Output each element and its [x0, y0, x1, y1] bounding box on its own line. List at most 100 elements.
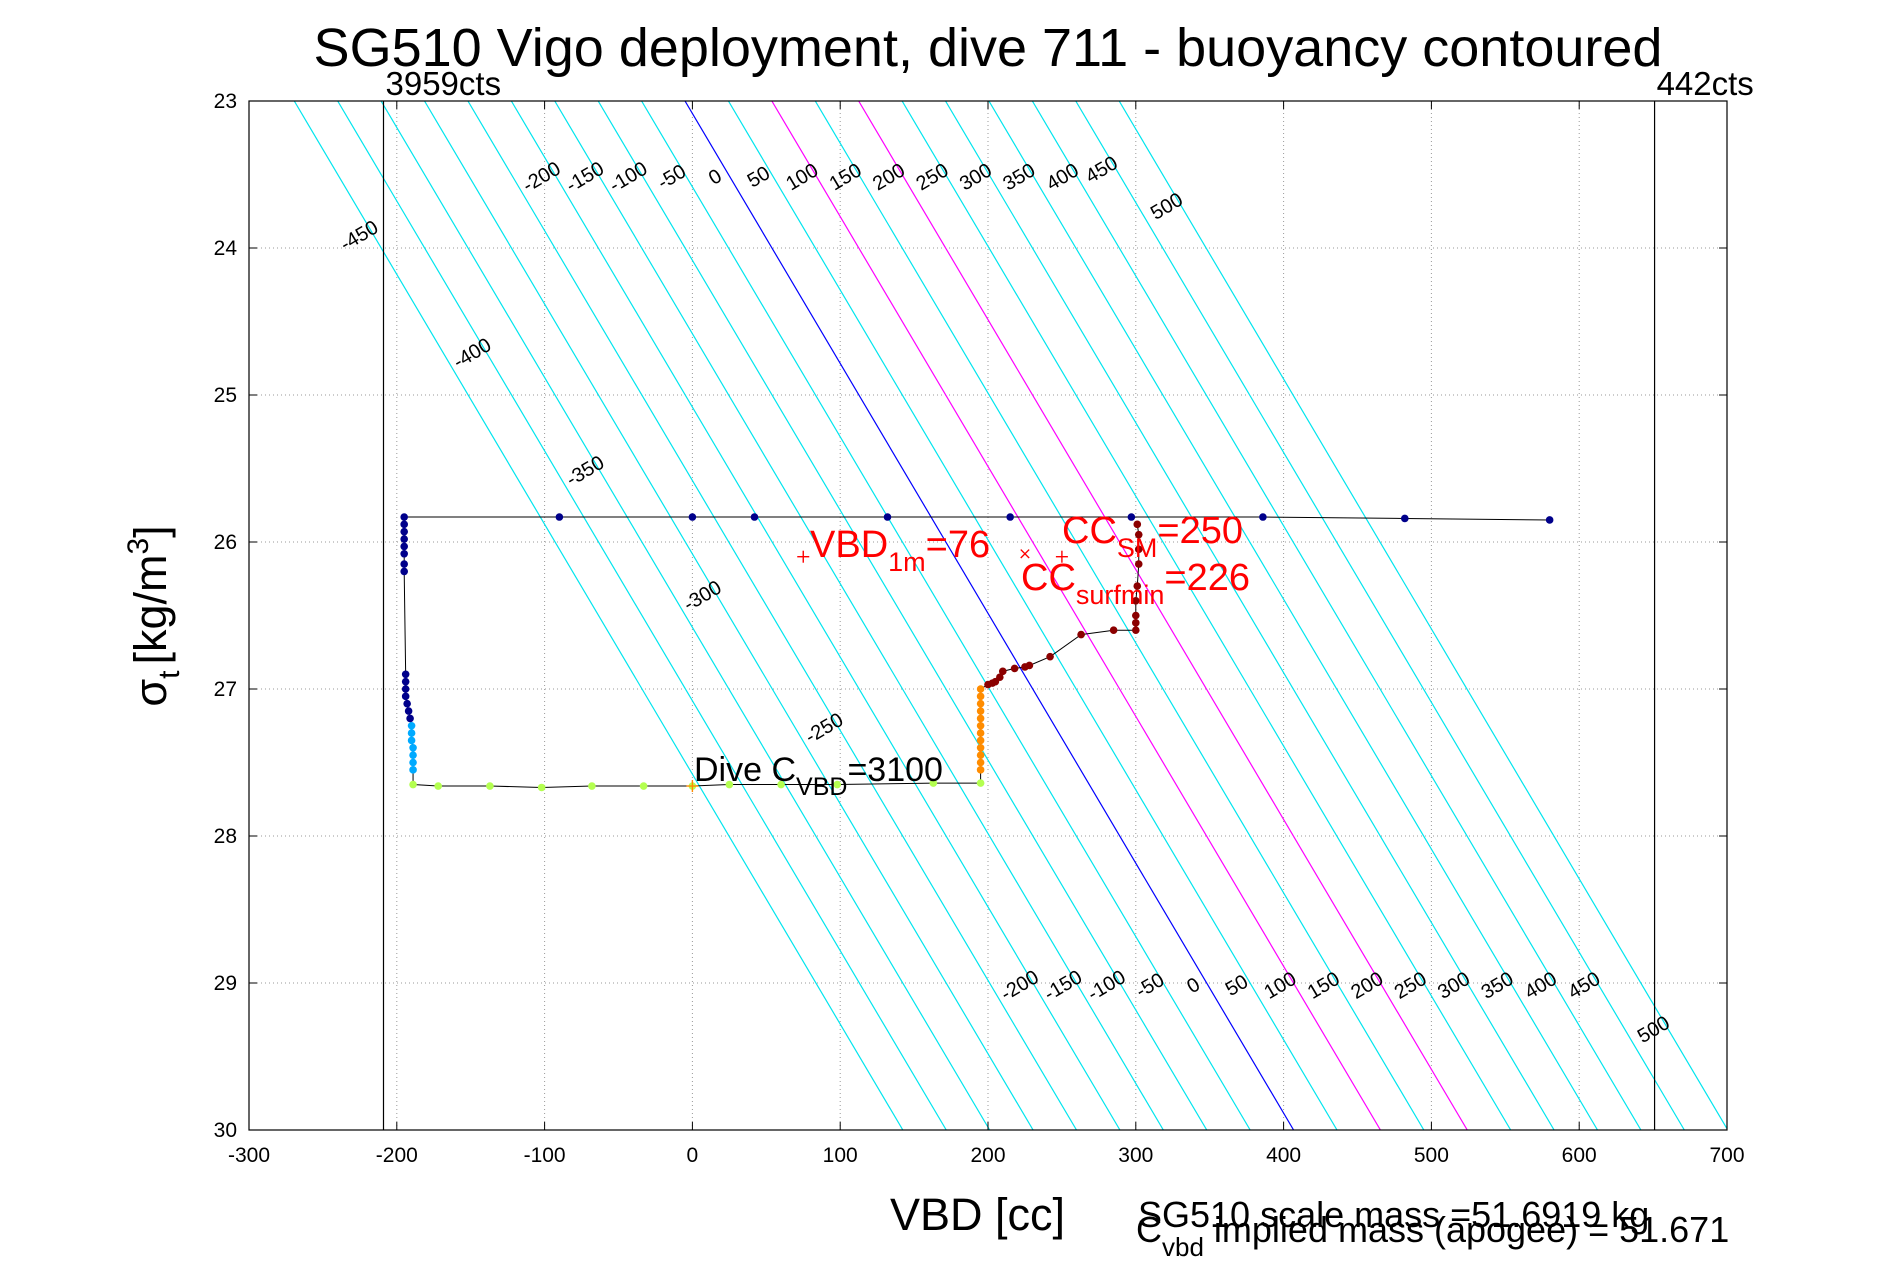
plot-area: [249, 101, 1727, 1130]
marker-plus: [1055, 550, 1068, 563]
data-point: [976, 736, 985, 745]
data-point: [976, 729, 985, 737]
data-point: [750, 513, 759, 521]
data-point: [1132, 597, 1140, 605]
data-point: [929, 779, 938, 787]
data-point: [1132, 619, 1140, 627]
data-point: [401, 685, 410, 693]
data-point: [833, 780, 842, 789]
contour-line-100: [771, 101, 1381, 1130]
data-point: [407, 721, 416, 730]
vbd-limit-label: 442cts: [1657, 65, 1754, 102]
data-point: [976, 714, 985, 723]
data-point: [400, 520, 408, 529]
data-point: [1134, 560, 1143, 568]
vbd-1m-annotation: VBD1m=76: [810, 524, 990, 577]
contour-line-300: [944, 101, 1555, 1130]
data-point: [1400, 514, 1409, 523]
data-point: [976, 751, 985, 759]
y-axis-ticks: 23 24 25 26 27 28 29 30: [214, 90, 1727, 1142]
x-tick-label: 700: [1709, 1144, 1744, 1167]
contour-line--200: [510, 101, 1121, 1130]
y-tick-label: 30: [214, 1119, 237, 1142]
y-tick-label: 26: [214, 531, 237, 554]
svg-text:σt[kg/m3]: σt[kg/m3]: [122, 525, 186, 706]
vbd-limit-label: 3959cts: [385, 65, 501, 102]
buoyancy-contours: [293, 101, 1727, 1130]
contour-line-0: [684, 101, 1295, 1130]
data-point: [400, 549, 408, 558]
data-point: [1010, 664, 1019, 673]
contour-line--400: [337, 101, 947, 1130]
contour-line-250: [901, 101, 1512, 1130]
data-point: [976, 758, 985, 767]
chart-title: SG510 Vigo deployment, dive 711 - buoyan…: [314, 18, 1663, 78]
contour-line-50: [727, 101, 1338, 1130]
marker-plus: [686, 780, 699, 793]
data-point: [400, 542, 408, 551]
contour-line-400: [1031, 101, 1642, 1130]
data-point: [688, 513, 697, 521]
contour-line-350: [988, 101, 1599, 1130]
contour-line-200: [858, 101, 1468, 1130]
vbd-limit-lines: 3959cts 442cts: [382, 65, 1754, 1130]
contour-line-150: [814, 101, 1425, 1130]
cc-surfmin-annotation: CCsurfmin=226: [1021, 557, 1250, 610]
contour-line-500: [1118, 101, 1727, 1130]
x-tick-label: -300: [228, 1144, 270, 1167]
y-tick-label: 24: [214, 237, 238, 260]
data-point: [555, 513, 564, 521]
data-point: [486, 782, 494, 790]
reference-markers: [686, 549, 1068, 793]
data-point: [401, 677, 410, 686]
data-point: [1077, 630, 1085, 639]
data-point: [1134, 530, 1143, 539]
data-point: [409, 766, 417, 774]
x-tick-label: 200: [970, 1144, 1005, 1167]
data-point: [409, 744, 417, 752]
data-point: [1134, 545, 1143, 554]
x-tick-label: 500: [1414, 1144, 1449, 1167]
marker-cross: [1020, 549, 1030, 559]
data-point: [639, 782, 648, 790]
data-point: [1132, 626, 1140, 634]
data-point: [409, 780, 417, 789]
data-point: [976, 766, 985, 774]
x-axis-ticks: -300 -200 -100 0 100 200 300 400 500 600 700: [228, 101, 1745, 1167]
contour-line--300: [423, 101, 1034, 1130]
x-tick-label: 600: [1562, 1144, 1597, 1167]
data-point: [998, 667, 1007, 676]
y-tick-label: 29: [214, 972, 237, 995]
data-point: [976, 699, 985, 708]
data-point: [1109, 626, 1118, 634]
data-point: [976, 707, 985, 715]
y-tick-label: 28: [214, 825, 237, 848]
data-point: [434, 782, 442, 790]
contour-line--150: [554, 101, 1164, 1130]
data-point: [400, 513, 408, 521]
data-point: [588, 782, 596, 790]
data-point: [976, 779, 985, 787]
data-point: [401, 692, 410, 701]
contour-line-450: [1075, 101, 1685, 1130]
implied-mass-text: Cvbd implied mass (apogee) = 51.671: [1136, 1209, 1729, 1262]
y-axis-label: σt[kg/m3]: [122, 525, 186, 706]
data-point: [1046, 652, 1054, 661]
data-point: [401, 670, 410, 679]
contour-line--100: [597, 101, 1208, 1130]
x-tick-label: 400: [1266, 1144, 1301, 1167]
data-point: [407, 729, 416, 737]
data-point: [1259, 513, 1267, 521]
contour-line--50: [641, 101, 1251, 1130]
scale-mass-text: SG510 scale mass =51.6919 kg: [1138, 1194, 1649, 1235]
y-tick-label: 25: [214, 384, 237, 407]
x-tick-label: -100: [524, 1144, 566, 1167]
data-point: [976, 744, 985, 752]
data-point: [400, 560, 408, 568]
y-tick-label: 23: [214, 90, 237, 113]
data-point: [976, 692, 985, 701]
y-tick-label: 27: [214, 678, 237, 701]
data-point: [1133, 520, 1142, 529]
dive-cvbd-annotation: Dive CVBD=3100: [694, 751, 943, 801]
